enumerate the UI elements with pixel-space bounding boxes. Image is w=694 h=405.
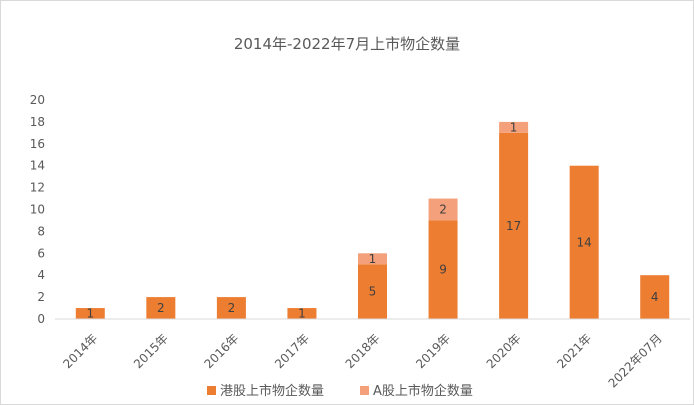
data-label-hk-2020: 17 (506, 219, 521, 233)
data-label-hk-2017: 1 (298, 307, 306, 321)
y-axis: 0 2 4 6 8 10 12 14 16 18 20 (30, 93, 45, 326)
legend-label-a-share: A股上市物企数量 (373, 383, 473, 399)
y-tick-label: 20 (30, 93, 45, 107)
legend-label-hk: 港股上市物企数量 (220, 383, 324, 399)
y-tick-label: 12 (30, 181, 45, 195)
y-tick-label: 4 (37, 268, 45, 282)
x-tick-label: 2020年 (484, 331, 524, 371)
bar-hk-202207 (640, 275, 670, 319)
data-label-hk-2014: 1 (86, 307, 94, 321)
y-tick-label: 6 (37, 246, 45, 260)
y-tick-label: 0 (37, 312, 45, 326)
bar-a-share-2018 (358, 253, 387, 265)
bar-hk-2018 (358, 264, 387, 319)
y-tick-label: 10 (30, 203, 45, 217)
bar-a-share-2019 (428, 198, 458, 221)
y-tick-label: 18 (30, 115, 45, 129)
data-label-a-share-2020: 1 (510, 120, 518, 134)
x-tick-label: 2018年 (343, 331, 383, 371)
x-tick-label: 2022年07月 (606, 331, 665, 390)
data-label-a-share-2019: 2 (439, 203, 447, 217)
data-label-hk-2016: 2 (228, 301, 236, 315)
bar-hk-2015 (146, 297, 176, 319)
data-label-hk-2015: 2 (157, 301, 165, 315)
y-tick-label: 16 (30, 137, 45, 151)
bar-hk-2020 (499, 132, 529, 319)
bars: 1 2 2 1 5 1 9 2 17 1 14 4 (75, 120, 670, 321)
x-tick-label: 2017年 (272, 331, 312, 371)
bar-hk-2014 (75, 308, 105, 319)
bar-hk-2019 (428, 220, 458, 319)
data-label-a-share-2018: 1 (369, 252, 377, 266)
legend-swatch-a-share (360, 386, 369, 395)
bar-a-share-2020 (499, 121, 529, 133)
x-tick-label: 2014年 (60, 331, 100, 371)
x-axis: 2014年 2015年 2016年 2017年 2018年 2019年 2020年 2021年… (55, 318, 690, 390)
x-tick-label: 2016年 (202, 331, 242, 371)
x-tick-label: 2019年 (413, 331, 453, 371)
x-tick-label: 2021年 (554, 331, 594, 371)
data-label-hk-202207: 4 (651, 290, 659, 304)
legend: 港股上市物企数量 A股上市物企数量 (207, 383, 473, 399)
data-label-hk-2018: 5 (369, 285, 377, 299)
y-tick-label: 8 (37, 224, 45, 238)
data-label-hk-2021: 14 (577, 235, 592, 249)
data-label-hk-2019: 9 (439, 263, 447, 277)
x-tick-label: 2015年 (131, 331, 171, 371)
chart-title: 2014年-2022年7月上市物企数量 (234, 35, 460, 53)
bar-hk-2021 (569, 165, 599, 319)
y-tick-label: 14 (30, 159, 45, 173)
legend-swatch-hk (207, 386, 216, 395)
bar-hk-2017 (287, 308, 317, 319)
bar-hk-2016 (216, 297, 246, 319)
y-tick-label: 2 (37, 290, 45, 304)
